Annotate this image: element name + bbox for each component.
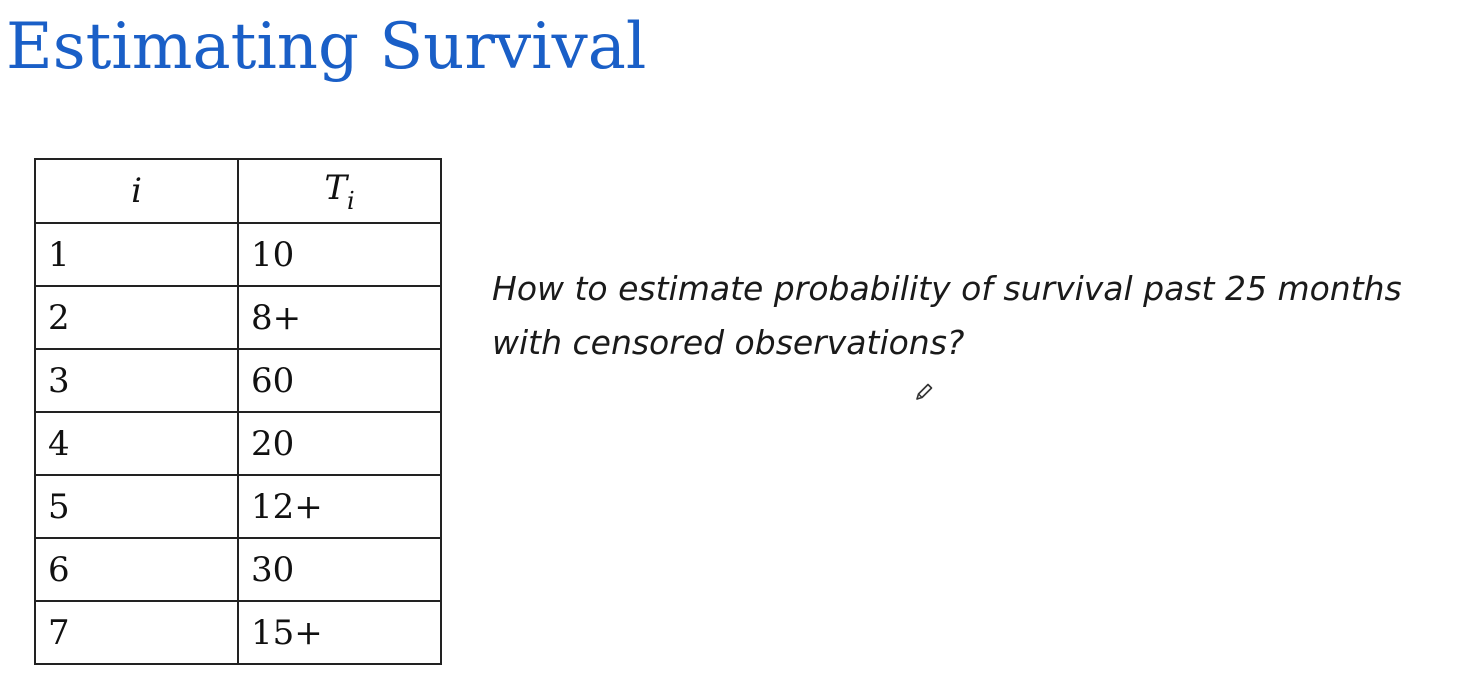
survival-times-table: i Ti 1 10 2 8+ 3 60 4 20 5 12+ 6 30 7 <box>34 158 442 665</box>
row-time-cell: 10 <box>237 222 442 287</box>
table-row: 1 10 <box>34 222 442 287</box>
question-line-1: How to estimate probability of survival … <box>492 269 1402 308</box>
table-header-row: i Ti <box>34 158 442 224</box>
row-index-cell: 7 <box>34 600 239 665</box>
header-time-subscript: i <box>347 186 355 215</box>
row-time-cell: 12+ <box>237 474 442 539</box>
table-row: 3 60 <box>34 348 442 413</box>
table-row: 4 20 <box>34 411 442 476</box>
row-index-cell: 3 <box>34 348 239 413</box>
table-row: 7 15+ <box>34 600 442 665</box>
question-line-2: with censored observations? <box>492 323 965 362</box>
table-row: 6 30 <box>34 537 442 602</box>
slide-title: Estimating Survival <box>6 10 647 84</box>
row-time-cell: 8+ <box>237 285 442 350</box>
question-text: How to estimate probability of survival … <box>492 262 1452 370</box>
pen-cursor-icon <box>916 383 933 400</box>
row-index-cell: 1 <box>34 222 239 287</box>
table-row: 5 12+ <box>34 474 442 539</box>
header-index-label: i <box>131 171 142 211</box>
header-time: Ti <box>237 158 442 224</box>
row-time-cell: 30 <box>237 537 442 602</box>
row-index-cell: 4 <box>34 411 239 476</box>
header-index: i <box>34 158 239 224</box>
header-time-label: T <box>324 167 347 208</box>
row-time-cell: 60 <box>237 348 442 413</box>
row-time-cell: 15+ <box>237 600 442 665</box>
table-row: 2 8+ <box>34 285 442 350</box>
row-index-cell: 5 <box>34 474 239 539</box>
row-time-cell: 20 <box>237 411 442 476</box>
row-index-cell: 6 <box>34 537 239 602</box>
row-index-cell: 2 <box>34 285 239 350</box>
